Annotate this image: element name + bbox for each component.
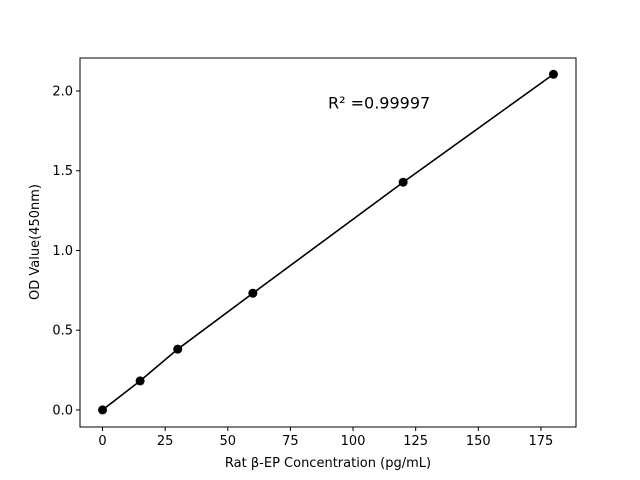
x-tick-label: 75 — [282, 434, 299, 449]
x-axis-label: Rat β-EP Concentration (pg/mL) — [225, 456, 431, 471]
x-tick-label: 0 — [98, 434, 106, 449]
x-tick-label: 25 — [157, 434, 174, 449]
data-point — [135, 376, 145, 386]
y-tick-label: 0.5 — [52, 324, 73, 339]
x-tick-label: 125 — [403, 434, 428, 449]
y-tick-label: 0.0 — [52, 403, 73, 418]
x-tick-label: 175 — [529, 434, 554, 449]
x-tick-label: 50 — [220, 434, 237, 449]
x-tick-label: 150 — [466, 434, 491, 449]
data-point — [548, 69, 558, 79]
y-tick-label: 1.5 — [52, 164, 73, 179]
y-axis-label: OD Value(450nm) — [28, 184, 43, 300]
data-point — [173, 344, 183, 354]
data-point — [98, 405, 108, 415]
data-point — [248, 288, 258, 298]
y-tick-label: 1.0 — [52, 244, 73, 259]
data-point — [398, 177, 408, 187]
x-tick-label: 100 — [341, 434, 366, 449]
series-line — [102, 73, 554, 411]
plot-frame — [79, 57, 577, 428]
y-tick-label: 2.0 — [52, 85, 73, 100]
r-squared-annotation: R² =0.99997 — [328, 94, 430, 113]
